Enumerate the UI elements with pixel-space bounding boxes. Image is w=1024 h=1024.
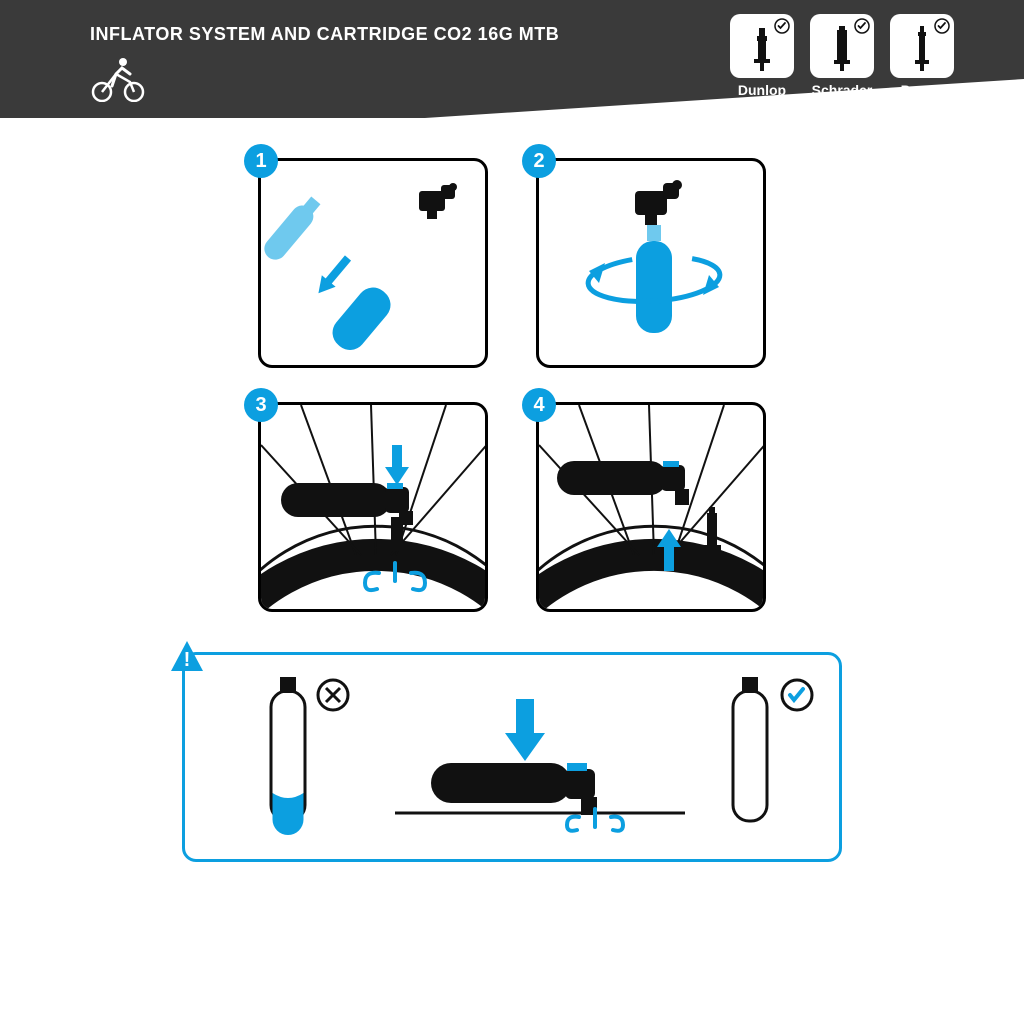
wrong-icon — [318, 680, 348, 710]
step-1: 1 — [258, 158, 488, 368]
valve-label: Dunlop — [730, 82, 794, 98]
valve-dunlop: Dunlop — [730, 14, 794, 98]
step-3: 3 — [258, 402, 488, 612]
valve-label: Schrader — [810, 82, 874, 98]
step-2: 2 — [536, 158, 766, 368]
step-2-illustration — [539, 161, 766, 368]
warning-icon: ! — [169, 639, 205, 675]
warning-illustration — [185, 655, 845, 865]
check-icon — [854, 18, 870, 34]
steps-grid: 1 — [258, 158, 766, 612]
check-icon — [934, 18, 950, 34]
warning-panel: ! — [182, 652, 842, 862]
valve-compat-list: Dunlop Schrader — [730, 14, 954, 98]
step-badge: 2 — [522, 144, 556, 178]
check-icon — [774, 18, 790, 34]
step-badge: 1 — [244, 144, 278, 178]
valve-label: Presta — [890, 82, 954, 98]
step-4: 4 — [536, 402, 766, 612]
svg-text:!: ! — [184, 649, 191, 671]
header: INFLATOR SYSTEM AND CARTRIDGE CO2 16G MT… — [0, 0, 1024, 118]
cyclist-icon — [90, 52, 146, 102]
presta-valve-icon — [911, 26, 933, 72]
step-3-illustration — [261, 405, 488, 612]
valve-schrader: Schrader — [810, 14, 874, 98]
schrader-valve-icon — [831, 26, 853, 72]
valve-presta: Presta — [890, 14, 954, 98]
step-1-illustration — [261, 161, 488, 368]
step-badge: 3 — [244, 388, 278, 422]
step-4-illustration — [539, 405, 766, 612]
product-title: INFLATOR SYSTEM AND CARTRIDGE CO2 16G MT… — [90, 24, 559, 45]
correct-icon — [782, 680, 812, 710]
step-badge: 4 — [522, 388, 556, 422]
dunlop-valve-icon — [751, 26, 773, 72]
